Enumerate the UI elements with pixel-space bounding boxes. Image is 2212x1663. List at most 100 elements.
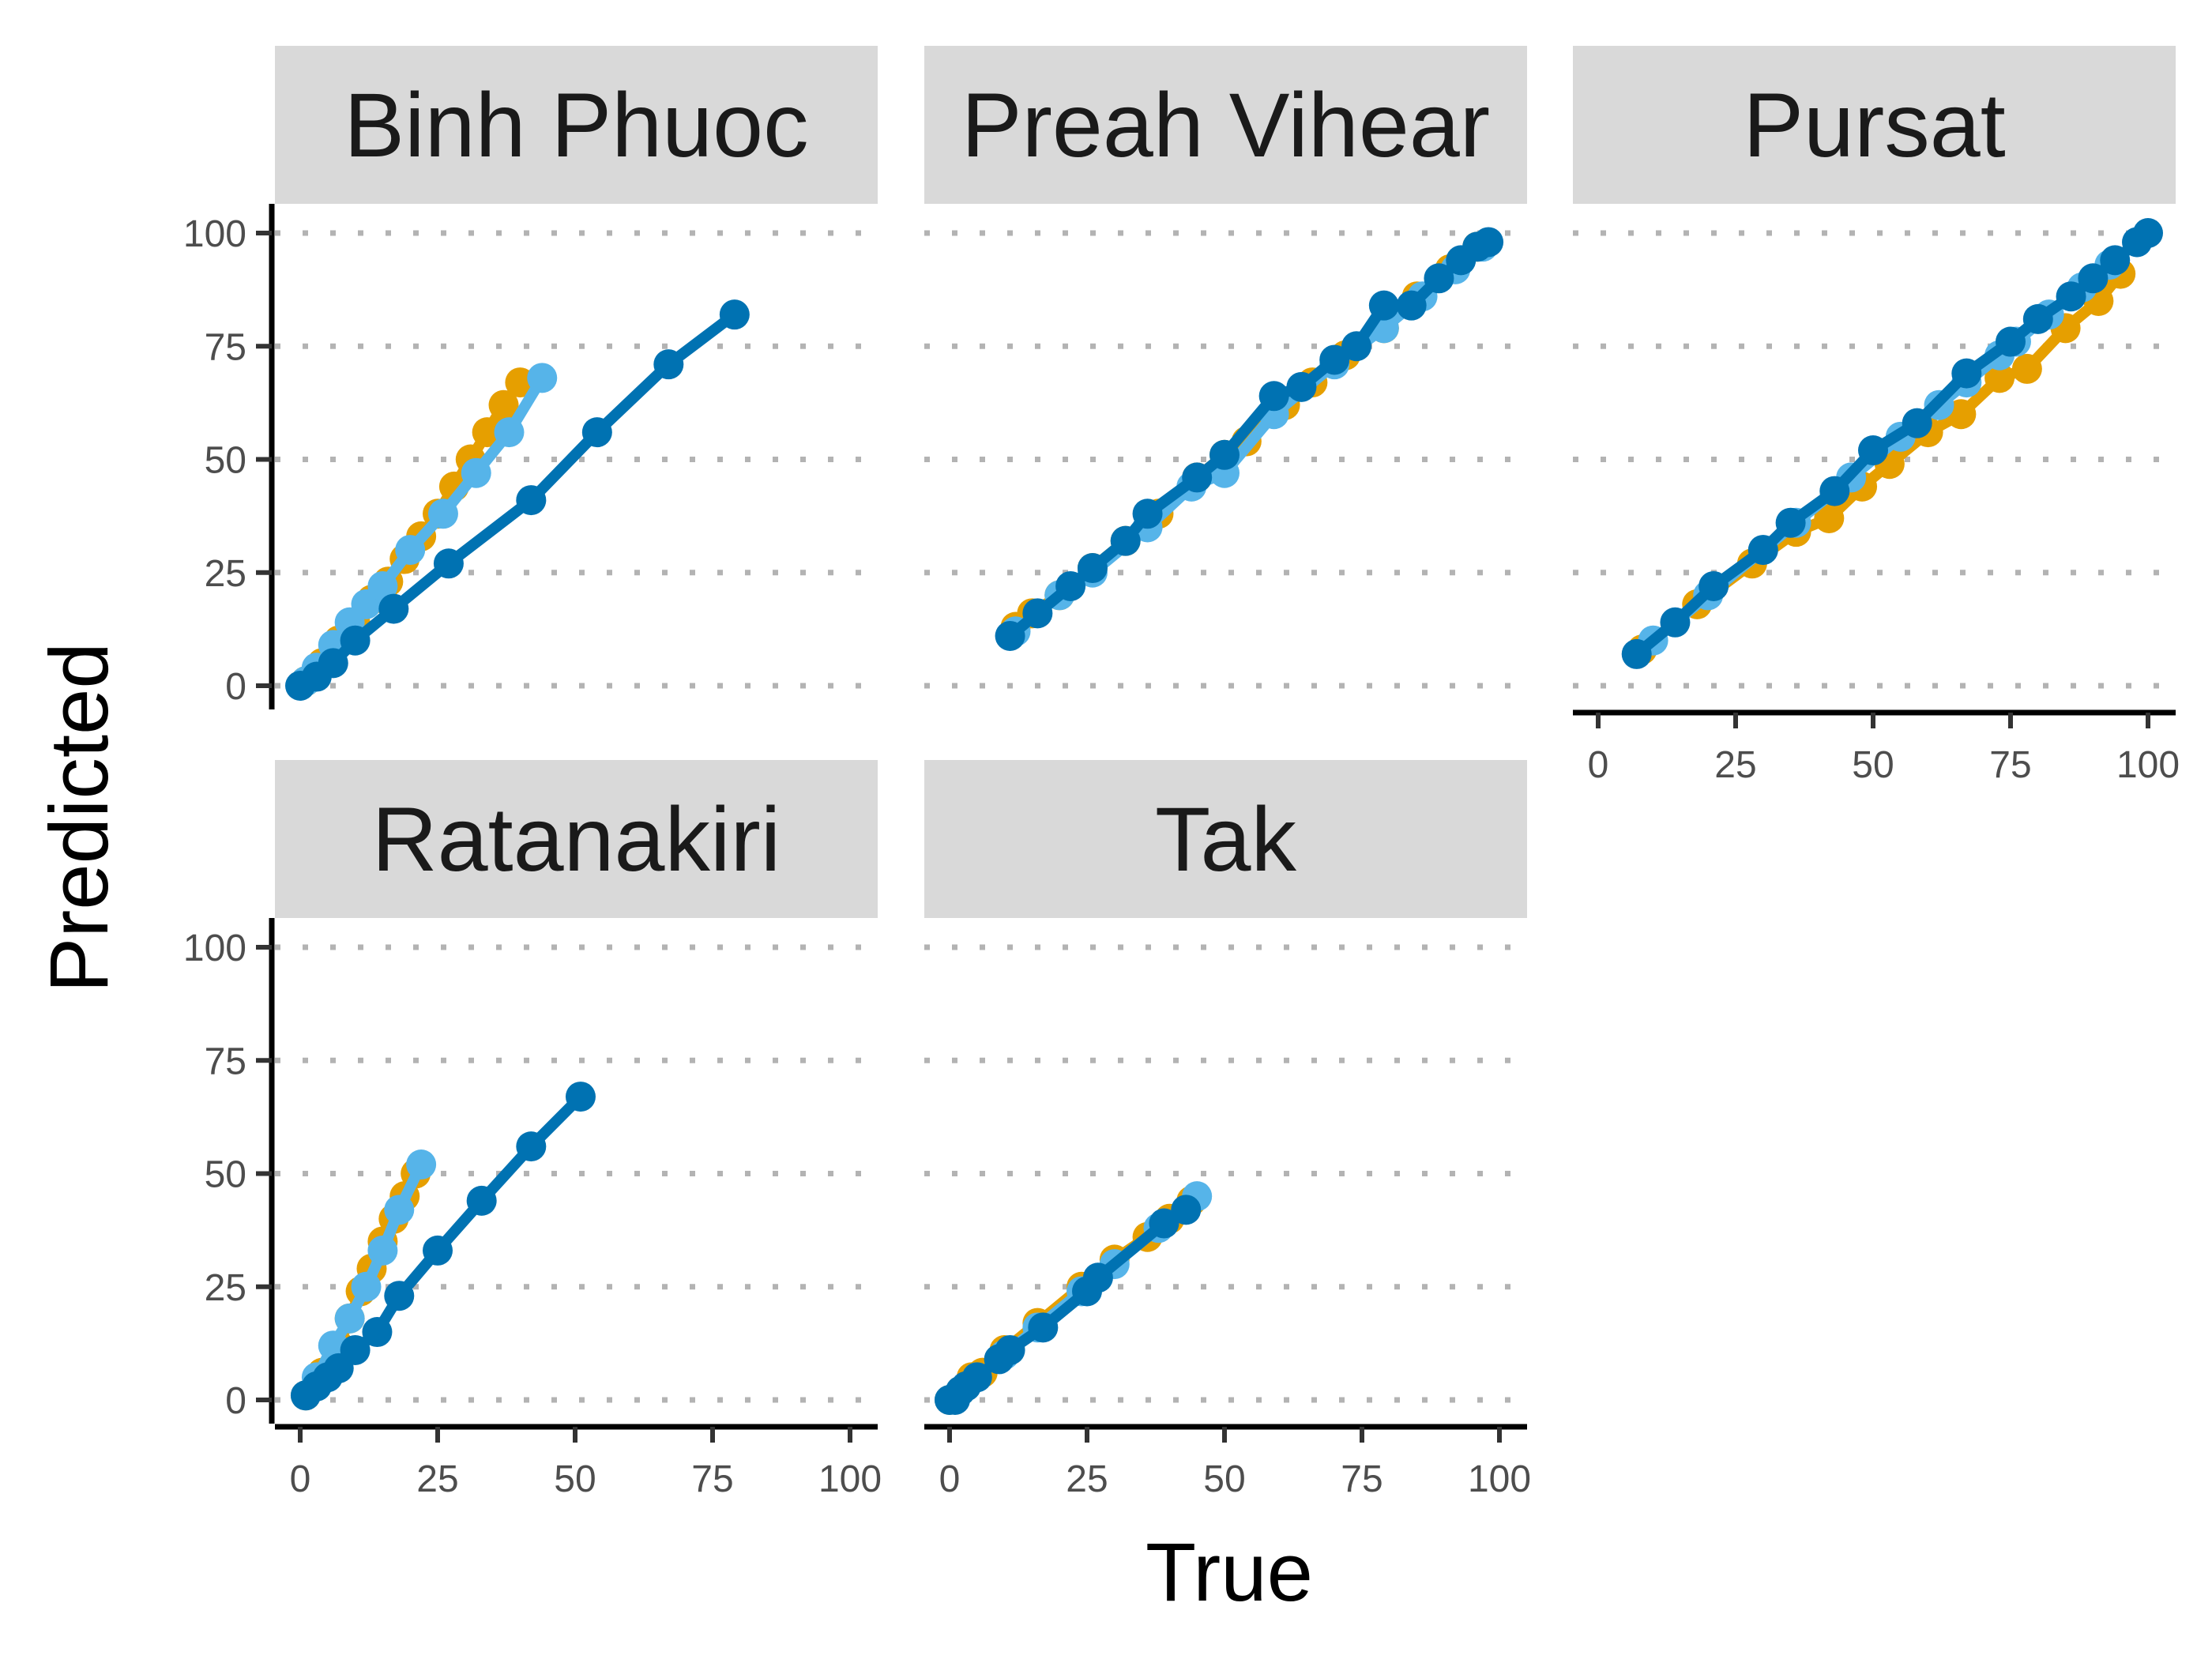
x-tick-label: 25 [1066, 1458, 1108, 1500]
data-point-blue [1110, 525, 1141, 556]
data-point-blue [2078, 263, 2109, 294]
panel-binh-phuoc: Binh Phuoc 0 25 50 75 100 [183, 46, 878, 709]
facet-strip-label: Preah Vihear [961, 75, 1490, 176]
data-point-blue [1396, 290, 1427, 321]
data-point-blue [1698, 570, 1729, 601]
x-tick-label: 0 [290, 1458, 311, 1500]
data-point-skyblue [367, 1235, 398, 1266]
data-point-blue [995, 620, 1025, 651]
y-tick-label: 50 [205, 1154, 246, 1196]
data-point-blue [653, 349, 684, 380]
data-point-blue [362, 1317, 393, 1348]
data-point-blue [1858, 435, 1888, 466]
x-tick-label: 0 [1588, 744, 1609, 786]
data-point-blue [516, 1131, 547, 1162]
data-point-blue [1996, 326, 2026, 357]
data-point-orange [488, 389, 519, 420]
y-tick-label: 100 [183, 213, 246, 255]
data-point-orange [1814, 502, 1845, 533]
data-point-blue [961, 1362, 992, 1393]
data-point-blue [1424, 263, 1454, 294]
panel-pursat: Pursat 0 25 50 75 100 [1573, 46, 2180, 786]
facet-strip-label: Tak [1155, 789, 1296, 890]
data-point-blue [1182, 462, 1213, 493]
panel-preah-vihear: Preah Vihear [924, 46, 1527, 689]
x-tick-label: 100 [2116, 744, 2180, 786]
data-point-blue [378, 593, 409, 624]
x-tick-label: 25 [416, 1458, 458, 1500]
data-point-blue [565, 1082, 596, 1112]
data-point-skyblue [494, 417, 525, 448]
data-point-blue [719, 299, 750, 330]
data-point-blue [1286, 371, 1317, 402]
data-point-skyblue [395, 535, 426, 566]
data-point-skyblue [461, 457, 491, 488]
data-point-blue [581, 417, 612, 448]
data-point-blue [384, 1281, 415, 1311]
data-point-blue [1951, 358, 1982, 389]
data-point-blue [1747, 535, 1778, 566]
data-point-orange [472, 417, 502, 448]
y-tick-label: 25 [205, 1267, 246, 1309]
data-point-blue [433, 548, 464, 579]
x-tick-label: 100 [1468, 1458, 1531, 1500]
data-point-blue [318, 648, 348, 679]
y-tick-label: 25 [205, 553, 246, 595]
facet-strip [1573, 46, 2176, 204]
x-tick-label: 75 [1341, 1458, 1382, 1500]
panel-ratanakiri: Ratanakiri 0 25 50 75 100 0 25 50 75 100 [183, 760, 882, 1500]
data-point-blue [1819, 476, 1850, 506]
y-tick-label: 75 [205, 1040, 246, 1082]
data-point-blue [1171, 1195, 1202, 1225]
data-point-orange [2011, 353, 2042, 384]
data-point-blue [2100, 245, 2131, 276]
y-tick-label: 75 [205, 326, 246, 368]
facet-strip [275, 46, 878, 204]
facet-strip-label: Binh Phuoc [344, 75, 808, 176]
data-point-blue [466, 1185, 497, 1216]
data-point-skyblue [427, 499, 458, 529]
data-point-blue [2133, 218, 2163, 248]
data-point-blue [1209, 439, 1240, 470]
data-point-blue [340, 625, 371, 656]
data-point-skyblue [527, 363, 558, 393]
data-point-blue [1132, 499, 1163, 529]
facet-strip [924, 760, 1527, 918]
data-point-orange [1984, 363, 2015, 393]
data-point-skyblue [351, 1271, 382, 1302]
data-point-blue [1082, 1262, 1113, 1293]
data-point-blue [1368, 290, 1399, 321]
x-tick-label: 75 [1989, 744, 2031, 786]
x-tick-label: 75 [691, 1458, 733, 1500]
x-tick-label: 50 [554, 1458, 596, 1500]
data-point-blue [1258, 381, 1289, 412]
data-point-blue [1149, 1208, 1179, 1239]
facet-strip [924, 46, 1527, 204]
y-tick-label: 100 [183, 927, 246, 969]
facet-strip [275, 760, 878, 918]
data-point-skyblue [406, 1149, 437, 1180]
data-point-blue [1022, 598, 1053, 629]
y-tick-label: 50 [205, 440, 246, 482]
x-tick-label: 50 [1852, 744, 1894, 786]
data-point-blue [1775, 507, 1806, 538]
data-point-skyblue [334, 1303, 365, 1334]
facet-strip-label: Pursat [1743, 75, 2005, 176]
data-point-blue [1077, 553, 1108, 584]
y-tick-label: 0 [225, 666, 246, 708]
data-point-blue [2056, 281, 2086, 312]
data-point-skyblue [367, 570, 398, 601]
y-axis-title: Predicted [33, 642, 126, 993]
data-point-blue [1319, 344, 1350, 375]
data-point-blue [516, 485, 547, 516]
data-point-blue [1621, 638, 1652, 669]
facet-strip-label: Ratanakiri [372, 789, 781, 890]
data-point-blue [1028, 1312, 1059, 1343]
panel-tak: Tak 0 25 50 75 100 [924, 760, 1531, 1500]
panels-layer: Binh Phuoc 0 25 50 75 100 Preah Vihear Pursat 0 2… [183, 46, 2180, 1500]
y-tick-label: 0 [225, 1380, 246, 1422]
data-point-blue [1055, 570, 1086, 601]
x-axis-title: True [1146, 1526, 1313, 1619]
